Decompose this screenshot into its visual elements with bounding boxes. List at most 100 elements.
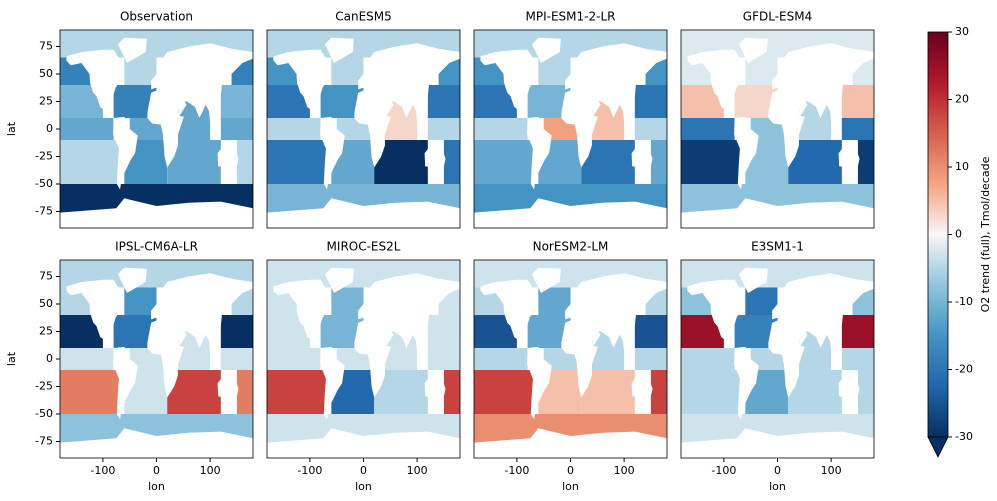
- y-tick-label: 0: [46, 122, 53, 135]
- x-tick-label: -100: [504, 464, 529, 477]
- region-cell: [841, 315, 874, 348]
- colorbar-tick-label: 0: [955, 228, 962, 241]
- y-tick-label: -75: [35, 205, 53, 218]
- land: [354, 318, 391, 398]
- land: [354, 88, 391, 168]
- panel: NorESM2-LM -100 0 100 lon: [473, 240, 668, 493]
- land: [424, 371, 446, 401]
- x-axis-label: lon: [355, 480, 372, 493]
- x-tick-label: -100: [90, 464, 115, 477]
- region-cell: [681, 118, 735, 140]
- panel-title: Observation: [120, 10, 193, 24]
- region-cell: [681, 348, 735, 370]
- panel-title: MIROC-ES2L: [327, 240, 401, 254]
- land: [772, 43, 874, 123]
- land: [273, 49, 331, 121]
- land: [147, 318, 184, 398]
- region-cell: [267, 370, 326, 414]
- colorbar-extend: [927, 436, 949, 458]
- colorbar-tick-label: -30: [955, 430, 973, 443]
- land: [768, 318, 805, 398]
- region-cell: [427, 348, 460, 370]
- region-cell: [60, 348, 114, 370]
- y-tick-label: 75: [39, 40, 53, 53]
- region-cell: [427, 315, 460, 348]
- region-cell: [427, 85, 460, 118]
- y-tick-label: 0: [46, 352, 53, 365]
- panel-title: CanESM5: [335, 10, 392, 24]
- x-tick-label: -100: [297, 464, 322, 477]
- land: [66, 49, 124, 121]
- land: [768, 88, 805, 168]
- x-tick-label: 100: [200, 464, 221, 477]
- panel-title: MPI-ESM1-2-LR: [526, 10, 616, 24]
- region-cell: [220, 348, 253, 370]
- panel-title: NorESM2-LM: [533, 240, 609, 254]
- x-axis-label: lon: [148, 480, 165, 493]
- land: [320, 346, 345, 420]
- y-axis-label: lat: [5, 351, 18, 366]
- colorbar-tick-label: -20: [955, 363, 973, 376]
- panel: MPI-ESM1-2-LR: [473, 10, 668, 229]
- panel: GFDL-ESM4: [680, 10, 875, 229]
- x-axis-label: lon: [769, 480, 786, 493]
- land: [838, 141, 860, 171]
- region-cell: [634, 315, 667, 348]
- region-cell: [267, 140, 326, 184]
- region-cell: [841, 118, 874, 140]
- frame: [266, 29, 461, 229]
- panel: IPSL-CM6A-LR 75 50 25 0 -25 -50 -75 -100 0 100 lat l…: [5, 240, 254, 493]
- land: [151, 273, 253, 353]
- land: [480, 49, 538, 121]
- y-tick-label: 75: [39, 270, 53, 283]
- region-cell: [331, 57, 364, 85]
- land: [217, 141, 239, 171]
- land: [838, 371, 860, 401]
- region-cell: [474, 140, 533, 184]
- land: [561, 88, 598, 168]
- panel-title: IPSL-CM6A-LR: [115, 240, 198, 254]
- region-cell: [474, 370, 533, 414]
- panel-title: E3SM1-1: [751, 240, 804, 254]
- land: [772, 273, 874, 353]
- region-cell: [427, 118, 460, 140]
- land: [565, 273, 667, 353]
- panel: MIROC-ES2L -100 0 100 lon: [266, 240, 461, 493]
- frame: [680, 29, 875, 229]
- region-cell: [650, 140, 667, 184]
- land: [687, 279, 745, 351]
- colorbar-label: O2 trend (full), Tmol/decade: [979, 156, 992, 312]
- land: [631, 141, 653, 171]
- region-cell: [124, 287, 157, 315]
- x-tick-label: 100: [407, 464, 428, 477]
- land: [531, 267, 561, 293]
- region-cell: [124, 57, 157, 85]
- x-tick-label: 100: [614, 464, 635, 477]
- land: [480, 279, 538, 351]
- land: [273, 279, 331, 351]
- region-cell: [841, 85, 874, 118]
- region-cell: [60, 140, 119, 184]
- region-cell: [841, 348, 874, 370]
- region-cell: [60, 370, 119, 414]
- land: [66, 279, 124, 351]
- land: [113, 116, 138, 190]
- colorbar-tick-label: 20: [955, 93, 969, 106]
- y-axis-label: lat: [5, 121, 18, 136]
- region-cell: [443, 370, 460, 414]
- land: [117, 267, 147, 293]
- y-tick-label: 50: [39, 297, 53, 310]
- panel: Observation 75 50 25 0 -25 -50 -75 lat: [5, 10, 254, 229]
- frame: [473, 29, 668, 229]
- panel: E3SM1-1 -100 0 100 lon: [680, 240, 875, 493]
- land: [738, 267, 768, 293]
- region-cell: [538, 287, 571, 315]
- colorbar-tick-label: 30: [955, 25, 969, 38]
- region-cell: [267, 348, 321, 370]
- region-cell: [745, 287, 778, 315]
- colorbar: [927, 31, 949, 438]
- x-tick-label: -100: [711, 464, 736, 477]
- region-cell: [745, 57, 778, 85]
- land: [324, 37, 354, 63]
- region-cell: [236, 370, 253, 414]
